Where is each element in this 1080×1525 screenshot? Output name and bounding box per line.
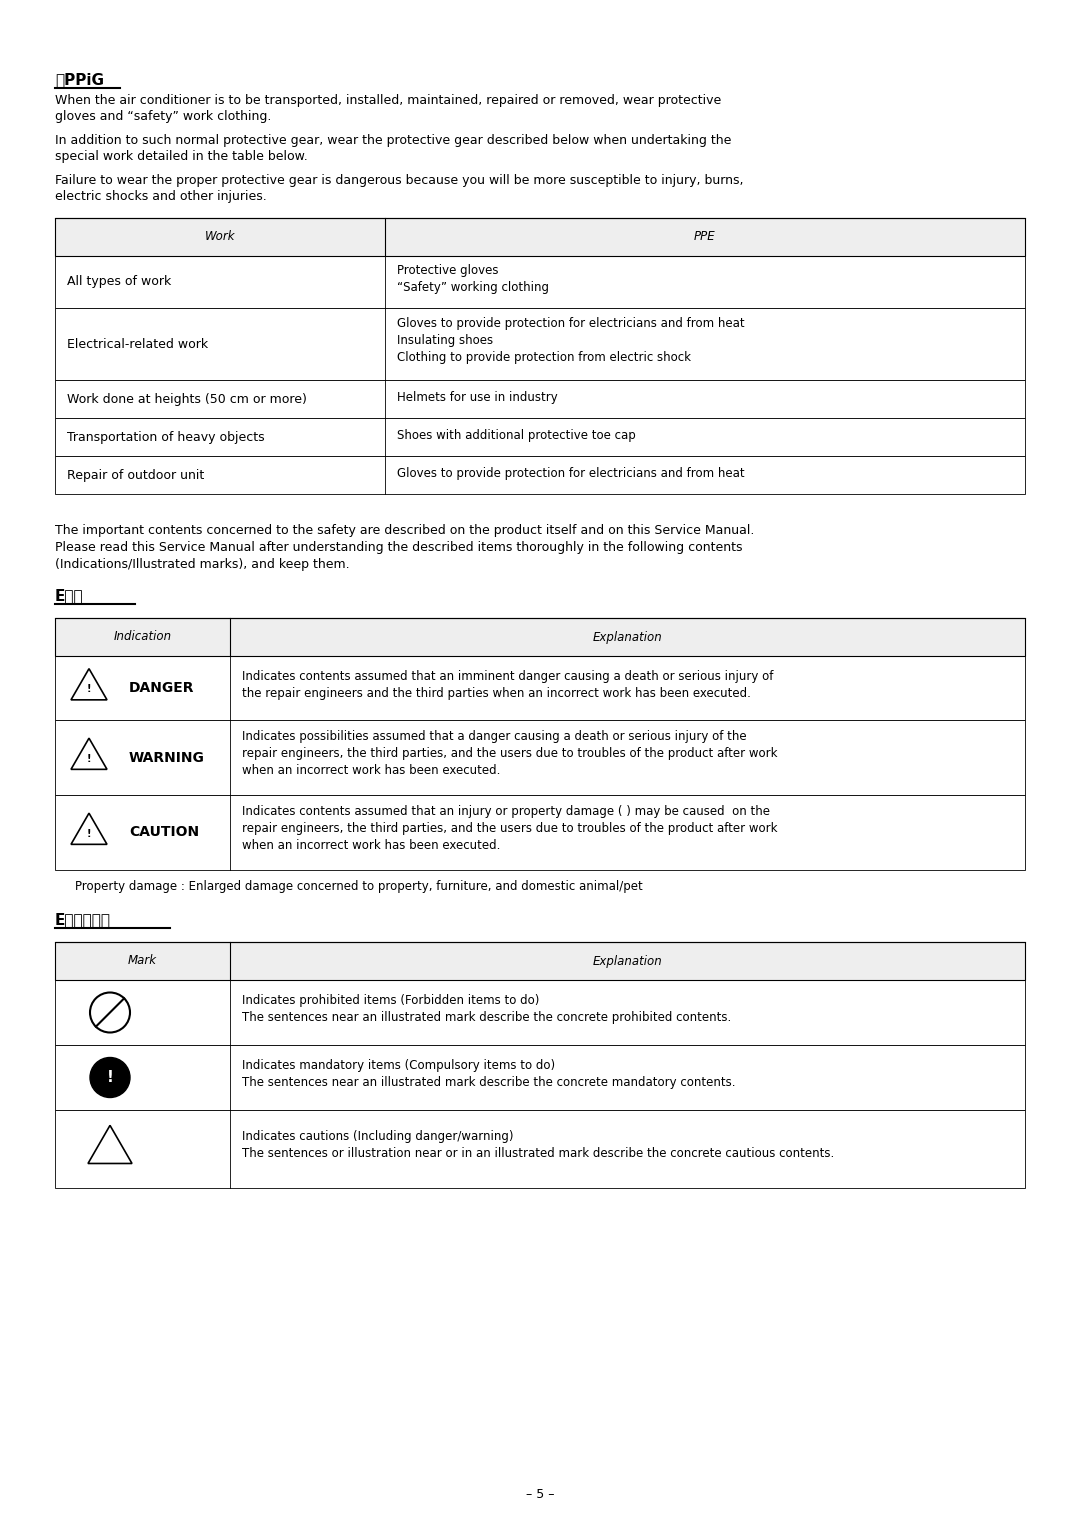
- FancyBboxPatch shape: [55, 656, 1025, 720]
- Text: Gloves to provide protection for electricians and from heat: Gloves to provide protection for electri…: [397, 467, 744, 479]
- Text: Property damage : Enlarged damage concerned to property, furniture, and domestic: Property damage : Enlarged damage concer…: [75, 880, 643, 894]
- Text: Work: Work: [205, 230, 235, 244]
- Text: Electrical-related work: Electrical-related work: [67, 337, 208, 351]
- FancyBboxPatch shape: [55, 942, 1025, 981]
- Text: – 5 –: – 5 –: [526, 1488, 554, 1502]
- Text: Indicates possibilities assumed that a danger causing a death or serious injury : Indicates possibilities assumed that a d…: [242, 730, 778, 778]
- FancyBboxPatch shape: [55, 380, 1025, 418]
- Text: Explanation: Explanation: [593, 955, 662, 967]
- FancyBboxPatch shape: [55, 218, 1025, 256]
- FancyBboxPatch shape: [55, 1045, 1025, 1110]
- FancyBboxPatch shape: [55, 795, 1025, 869]
- Text: Indication: Indication: [113, 630, 172, 644]
- Text: Indicates contents assumed that an injury or property damage ( ) may be caused  : Indicates contents assumed that an injur…: [242, 805, 778, 852]
- Text: Transportation of heavy objects: Transportation of heavy objects: [67, 430, 265, 444]
- Text: !: !: [86, 828, 91, 839]
- Text: Indicates contents assumed that an imminent danger causing a death or serious in: Indicates contents assumed that an immin…: [242, 669, 773, 700]
- Text: !: !: [86, 685, 91, 694]
- Text: Protective gloves
“Safety” working clothing: Protective gloves “Safety” working cloth…: [397, 264, 549, 294]
- Text: (Indications/Illustrated marks), and keep them.: (Indications/Illustrated marks), and kee…: [55, 558, 350, 570]
- Text: !: !: [86, 753, 91, 764]
- FancyBboxPatch shape: [55, 618, 1025, 656]
- FancyBboxPatch shape: [55, 418, 1025, 456]
- Text: PPE: PPE: [694, 230, 716, 244]
- FancyBboxPatch shape: [55, 456, 1025, 494]
- Text: Failure to wear the proper protective gear is dangerous because you will be more: Failure to wear the proper protective ge…: [55, 174, 743, 188]
- Text: Mark: Mark: [129, 955, 157, 967]
- FancyBboxPatch shape: [55, 981, 1025, 1045]
- Text: In addition to such normal protective gear, wear the protective gear described b: In addition to such normal protective ge…: [55, 134, 731, 146]
- Text: CAUTION: CAUTION: [129, 825, 199, 839]
- FancyBboxPatch shape: [55, 308, 1025, 380]
- Text: Shoes with additional protective toe cap: Shoes with additional protective toe cap: [397, 429, 636, 442]
- Text: Please read this Service Manual after understanding the described items thorough: Please read this Service Manual after un…: [55, 541, 743, 554]
- Text: Explanation: Explanation: [593, 630, 662, 644]
- Text: Work done at heights (50 cm or more): Work done at heights (50 cm or more): [67, 392, 307, 406]
- FancyBboxPatch shape: [55, 256, 1025, 308]
- Text: All types of work: All types of work: [67, 276, 172, 288]
- Text: Indicates cautions (Including danger/warning)
The sentences or illustration near: Indicates cautions (Including danger/war…: [242, 1130, 834, 1161]
- Text: 着PPiG: 着PPiG: [55, 72, 104, 87]
- Text: Indicates mandatory items (Compulsory items to do)
The sentences near an illustr: Indicates mandatory items (Compulsory it…: [242, 1060, 735, 1089]
- Text: gloves and “safety” work clothing.: gloves and “safety” work clothing.: [55, 110, 271, 124]
- Text: electric shocks and other injuries.: electric shocks and other injuries.: [55, 191, 267, 203]
- Text: E図示マーク: E図示マーク: [55, 912, 111, 927]
- Text: The important contents concerned to the safety are described on the product itse: The important contents concerned to the …: [55, 525, 754, 537]
- Text: Gloves to provide protection for electricians and from heat
Insulating shoes
Clo: Gloves to provide protection for electri…: [397, 317, 744, 364]
- Circle shape: [90, 1057, 130, 1098]
- Text: Repair of outdoor unit: Repair of outdoor unit: [67, 468, 204, 482]
- Text: Helmets for use in industry: Helmets for use in industry: [397, 390, 557, 404]
- Text: special work detailed in the table below.: special work detailed in the table below…: [55, 149, 308, 163]
- Text: E表示: E表示: [55, 589, 83, 602]
- Text: Indicates prohibited items (Forbidden items to do)
The sentences near an illustr: Indicates prohibited items (Forbidden it…: [242, 994, 731, 1025]
- Text: When the air conditioner is to be transported, installed, maintained, repaired o: When the air conditioner is to be transp…: [55, 95, 721, 107]
- FancyBboxPatch shape: [55, 720, 1025, 795]
- FancyBboxPatch shape: [55, 1110, 1025, 1188]
- Text: !: !: [107, 1071, 113, 1084]
- Text: WARNING: WARNING: [129, 750, 205, 764]
- Text: DANGER: DANGER: [129, 682, 194, 695]
